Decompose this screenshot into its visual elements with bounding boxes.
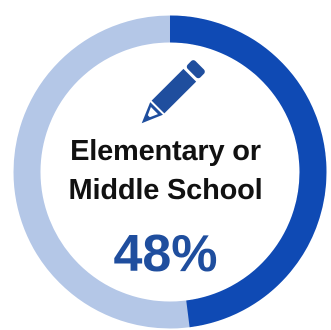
donut-slice-filled: [169, 15, 327, 328]
chart-label-line-2: Middle School: [68, 174, 263, 206]
chart-label-line-1: Elementary or: [70, 135, 261, 167]
pencil-icon: [141, 60, 205, 124]
donut-arcs: [13, 15, 327, 329]
percent-value-label: 48%: [113, 225, 218, 283]
